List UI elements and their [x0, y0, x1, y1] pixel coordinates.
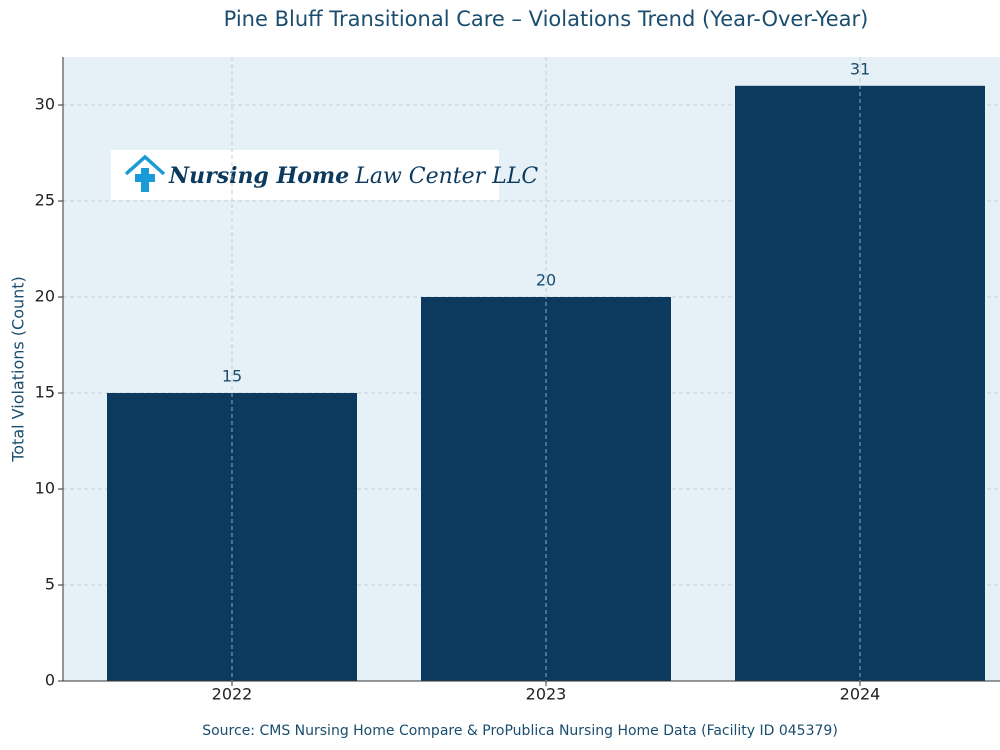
- y-tick-label: 30: [35, 95, 55, 114]
- y-tick-label: 25: [35, 191, 55, 210]
- source-note: Source: CMS Nursing Home Compare & ProPu…: [202, 723, 838, 739]
- y-tick-label: 15: [35, 383, 55, 402]
- data-label: 20: [536, 271, 556, 290]
- logo-text: Nursing Home Law Center LLC: [168, 163, 538, 189]
- chart-title: Pine Bluff Transitional Care – Violation…: [224, 7, 869, 31]
- y-axis-label: Total Violations (Count): [9, 276, 28, 463]
- logo-box: [111, 150, 499, 200]
- y-tick-label: 5: [45, 575, 55, 594]
- y-tick-label: 0: [45, 671, 55, 690]
- logo-cross: [135, 168, 155, 192]
- data-label: 31: [850, 59, 870, 78]
- logo-bold: Nursing Home: [168, 163, 349, 189]
- y-tick-label: 20: [35, 287, 55, 306]
- logo-roof: [124, 154, 166, 176]
- x-tick-label: 2024: [840, 685, 881, 704]
- logo-rest: Law Center LLC: [354, 164, 538, 189]
- logo: Nursing Home Law Center LLC: [111, 150, 538, 200]
- y-tick-label: 10: [35, 479, 55, 498]
- x-tick-label: 2022: [212, 685, 253, 704]
- x-tick-label: 2023: [526, 685, 567, 704]
